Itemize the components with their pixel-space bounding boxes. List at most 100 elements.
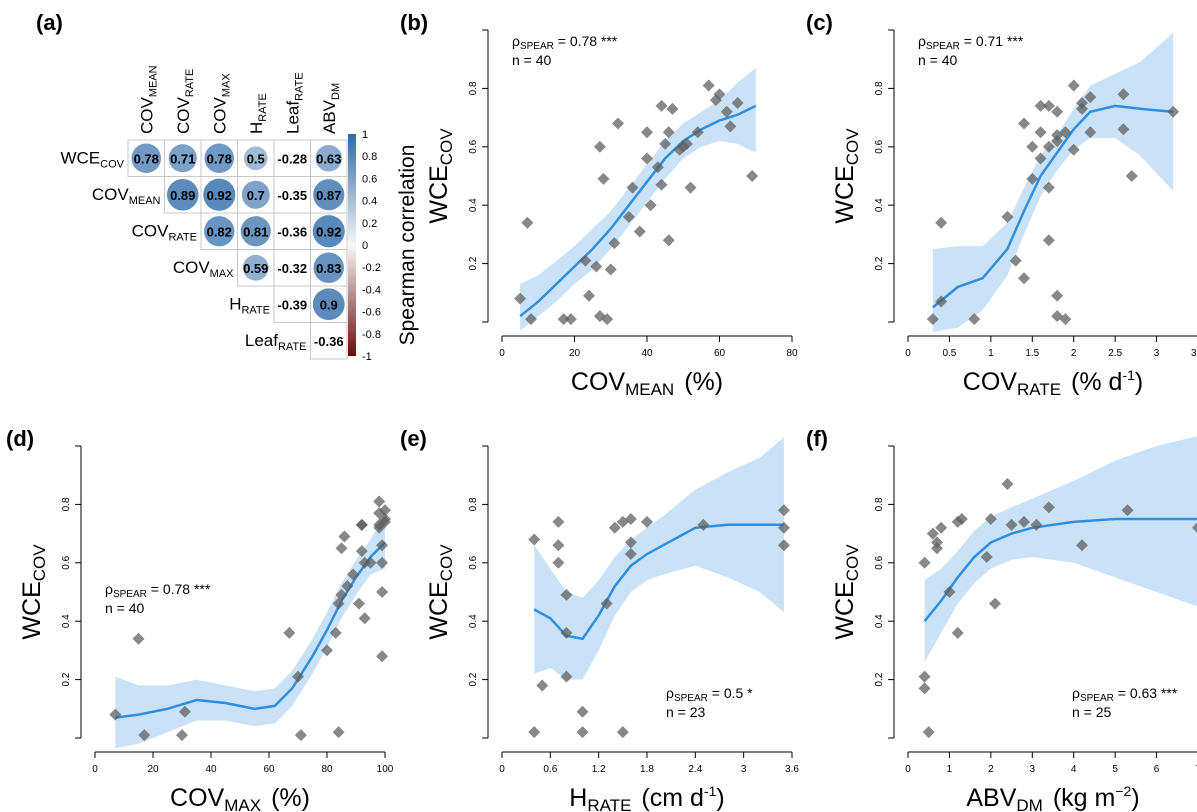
column-label: COVRATE [174, 69, 196, 134]
data-point [601, 313, 614, 326]
correlation-value: 0.92 [207, 188, 232, 203]
data-point [109, 708, 122, 721]
x-tick-label: 0 [92, 764, 98, 775]
correlation-circle [315, 144, 343, 172]
x-tick-label: 1.2 [592, 764, 606, 775]
colorbar-tick-label: -0.2 [362, 262, 381, 274]
data-point [1005, 518, 1018, 531]
y-tick-label: 0.8 [468, 81, 479, 95]
rho-annotation: ρSPEAR = 0.71 *** [918, 33, 1024, 52]
n-annotation: n = 40 [105, 600, 145, 616]
x-tick-label: 2 [1071, 348, 1077, 359]
y-tick-label: 0.2 [874, 256, 885, 270]
x-axis-label: COVRATE (% d-1) [963, 367, 1143, 399]
y-tick-label: 0.4 [468, 614, 479, 628]
data-point [655, 99, 668, 112]
data-point [1018, 272, 1030, 285]
x-tick-label: 60 [714, 348, 726, 359]
data-point [641, 126, 653, 139]
correlation-circle [240, 216, 271, 247]
correlation-value: 0.92 [316, 224, 341, 239]
data-point [1067, 79, 1080, 92]
colorbar-tick-label: -0.6 [362, 307, 381, 319]
data-point [777, 521, 790, 534]
y-tick-label: 0.4 [874, 198, 885, 212]
data-point [684, 181, 697, 194]
data-point [951, 626, 964, 639]
colorbar-tick-label: 1 [362, 129, 368, 141]
data-point [560, 626, 573, 639]
data-point [641, 515, 653, 528]
data-point [731, 97, 744, 109]
data-point [922, 726, 935, 739]
correlation-circle [203, 178, 236, 211]
data-point [918, 670, 931, 683]
matrix-cell [310, 322, 348, 360]
data-point [626, 181, 639, 194]
correlation-value: 0.59 [243, 261, 268, 276]
data-point [1018, 117, 1030, 130]
panel-label: (a) [36, 10, 63, 35]
data-point [347, 568, 360, 581]
data-point [644, 199, 657, 212]
matrix-cell [273, 212, 311, 250]
correlation-value: 0.87 [316, 188, 341, 203]
x-tick-label: 5 [1112, 764, 1118, 775]
correlation-value: -0.39 [277, 297, 307, 312]
y-tick-label: 0.8 [874, 497, 885, 511]
data-point [702, 79, 715, 92]
correlation-circle [241, 180, 270, 209]
scatter-panel: (b) 0.2 0.4 0.6 0.8 0 20 40 60 80 WCECOV COVMEAN (%)… [400, 10, 798, 399]
correlation-value: 0.5 [247, 151, 265, 166]
correlation-value: 0.78 [207, 151, 232, 166]
colorbar-tick-label: 0.6 [362, 173, 377, 185]
data-point [583, 289, 595, 302]
x-tick-label: 0 [905, 348, 911, 359]
panel-label: (e) [400, 426, 427, 451]
rho-annotation: ρSPEAR = 0.63 *** [1072, 685, 1178, 704]
x-tick-label: 2.5 [1108, 348, 1122, 359]
data-point [355, 518, 368, 531]
row-label: HRATE [229, 294, 270, 316]
y-tick-label: 0.4 [874, 614, 885, 628]
x-tick-label: 7 [1195, 764, 1197, 775]
x-tick-label: 0 [905, 764, 911, 775]
matrix-cell [273, 285, 311, 323]
fit-line [932, 104, 1174, 309]
correlation-value: 0.78 [134, 151, 159, 166]
data-point [1084, 91, 1097, 104]
x-tick-label: 3 [1030, 764, 1036, 775]
data-point [338, 530, 351, 543]
data-point [931, 542, 943, 555]
data-point [597, 172, 610, 185]
data-point [332, 726, 345, 739]
y-tick-label: 0.6 [874, 139, 885, 153]
correlation-value: 0.82 [207, 224, 232, 239]
panel-label: (f) [806, 426, 828, 451]
panel-label: (d) [6, 426, 34, 451]
data-point [691, 126, 704, 139]
data-point [1059, 313, 1072, 326]
data-point [608, 237, 621, 250]
data-point [935, 295, 948, 308]
correlation-circle [312, 215, 345, 248]
data-point [713, 88, 726, 101]
correlation-circle [312, 288, 345, 321]
data-point [1084, 126, 1097, 139]
data-point [697, 518, 710, 531]
data-point [321, 644, 333, 657]
data-point [926, 313, 939, 326]
correlation-value: 0.63 [316, 151, 341, 166]
x-tick-label: 0 [499, 764, 505, 775]
colorbar [348, 134, 356, 356]
data-point [1042, 99, 1055, 112]
y-tick-label: 0.2 [874, 672, 885, 686]
row-label: LeafRATE [245, 331, 307, 353]
x-tick-label: 60 [263, 764, 275, 775]
y-axis-label: WCECOV [831, 544, 862, 640]
x-tick-label: 3.6 [785, 764, 799, 775]
data-point [528, 533, 541, 546]
rho-annotation: ρSPEAR = 0.78 *** [512, 33, 618, 52]
data-point [1026, 172, 1039, 185]
